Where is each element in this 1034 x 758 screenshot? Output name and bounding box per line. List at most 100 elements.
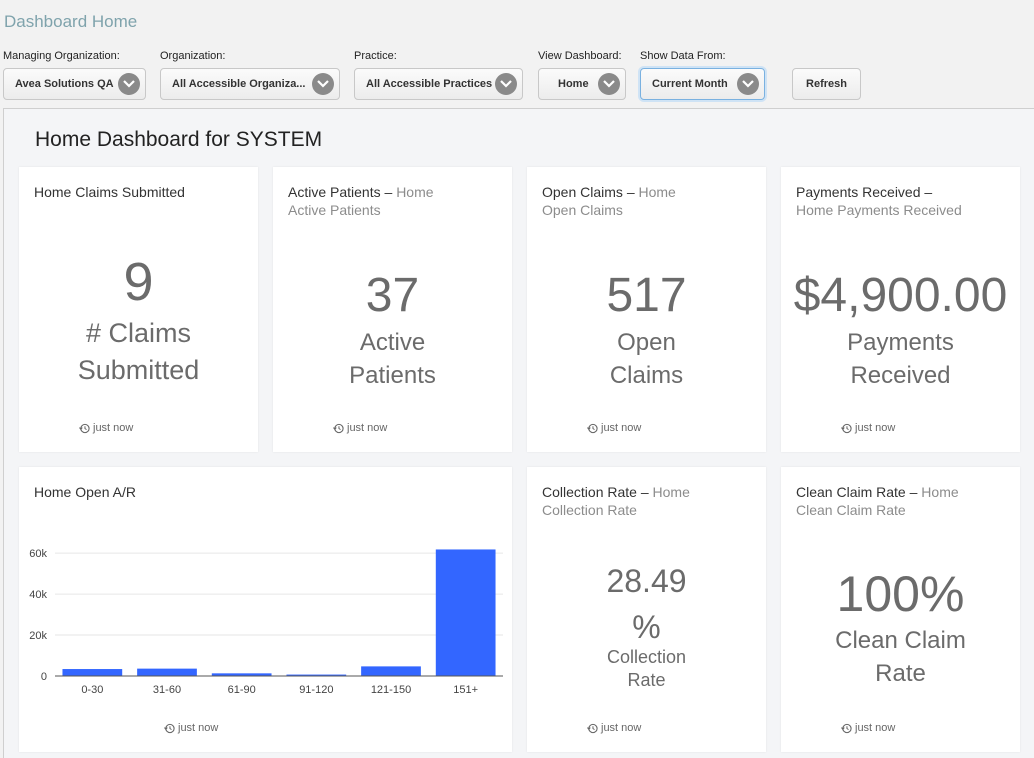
card-caption-line1: Active — [359, 329, 426, 356]
filter-view-dashboard: View Dashboard: — [538, 49, 622, 65]
dashboard-panel: Home Dashboard for SYSTEM Home Claims Su… — [3, 108, 1034, 758]
bar-151+ — [435, 549, 496, 676]
chevron-down-icon — [118, 73, 140, 95]
select-value: Current Month — [652, 78, 728, 90]
last-updated: just now — [587, 722, 641, 734]
filter-label: View Dashboard: — [538, 50, 622, 62]
history-icon — [841, 723, 852, 733]
x-tick-label: 91-120 — [299, 684, 333, 696]
y-tick-label: 40k — [29, 589, 47, 601]
card-subtitle-b: Open Claims — [542, 202, 623, 218]
card-title-separator: – — [640, 484, 649, 500]
last-updated-text: just now — [601, 722, 642, 734]
card-caption-line1: Payments — [847, 329, 954, 356]
card-caption-line1: Clean Claim — [835, 627, 966, 654]
card-subtitle-b: Home Payments Received — [796, 202, 962, 218]
dashboard-title: Home Dashboard for SYSTEM — [35, 128, 323, 151]
x-tick-label: 151+ — [453, 684, 478, 696]
card-title: Clean Claim Rate – Home Clean Claim Rate — [796, 483, 1010, 519]
x-tick-label: 121-150 — [371, 684, 411, 696]
page-title: Dashboard Home — [4, 12, 138, 31]
card-value: 100% — [836, 566, 965, 622]
card-caption-line1: Open — [617, 329, 676, 356]
last-updated: just now — [164, 722, 218, 734]
card-title: Collection Rate – Home Collection Rate — [542, 483, 756, 519]
select-value: All Accessible Organiza... — [172, 78, 306, 90]
y-tick-label: 0 — [41, 671, 47, 683]
x-tick-label: 31-60 — [153, 684, 181, 696]
filter-label: Managing Organization: — [3, 50, 120, 62]
card-title-separator: – — [626, 184, 635, 200]
card-collection-rate[interactable]: Collection Rate – Home Collection Rate 2… — [527, 467, 766, 752]
view-dashboard-select[interactable]: Home — [538, 68, 626, 100]
card-open-ar[interactable]: Home Open A/R 0 20k 40k 60k 0-30 31-60 61-90 91… — [19, 467, 512, 752]
card-caption-line2: Rate — [875, 660, 926, 687]
chevron-down-icon — [737, 73, 759, 95]
filter-label: Practice: — [354, 50, 397, 62]
history-icon — [79, 423, 90, 433]
last-updated-text: just now — [855, 722, 896, 734]
card-value: 9 — [123, 252, 154, 312]
card-clean-claim-rate[interactable]: Clean Claim Rate – Home Clean Claim Rate… — [781, 467, 1020, 752]
chevron-down-icon — [312, 73, 334, 95]
card-caption-line2: Submitted — [77, 355, 200, 385]
last-updated: just now — [841, 722, 895, 734]
refresh-button[interactable]: Refresh — [792, 68, 861, 100]
filter-label: Organization: — [160, 50, 226, 62]
last-updated-text: just now — [178, 722, 219, 734]
card-claims-submitted[interactable]: Home Claims Submitted 9 # Claims Submitt… — [19, 167, 258, 452]
last-updated-text: just now — [601, 422, 642, 434]
select-value: Home — [558, 78, 589, 90]
last-updated: just now — [587, 422, 641, 434]
history-icon — [333, 423, 344, 433]
last-updated: just now — [79, 422, 133, 434]
card-subtitle-b: Active Patients — [288, 202, 381, 218]
bar-0-30 — [62, 669, 123, 676]
select-value: All Accessible Practices — [366, 78, 493, 90]
history-icon — [841, 423, 852, 433]
card-payments-received[interactable]: Payments Received – Home Payments Receiv… — [781, 167, 1020, 452]
card-caption-line1: # Claims — [85, 318, 192, 348]
card-title-main: Collection Rate — [542, 484, 637, 500]
card-subtitle-a: Home — [921, 484, 959, 500]
last-updated-text: just now — [347, 422, 388, 434]
card-open-claims[interactable]: Open Claims – Home Open Claims 517 Open … — [527, 167, 766, 452]
card-title-main: Active Patients — [288, 184, 381, 200]
chevron-down-icon — [598, 73, 620, 95]
card-title-main: Open Claims — [542, 184, 623, 200]
card-caption-line1: Collection — [606, 647, 687, 667]
filter-organization: Organization: — [160, 49, 225, 65]
card-title-separator: – — [384, 184, 393, 200]
chevron-down-icon — [495, 73, 517, 95]
card-title-separator: – — [924, 184, 933, 200]
practice-select[interactable]: All Accessible Practices — [354, 68, 523, 100]
card-value: 37 — [365, 269, 420, 322]
card-value-line2: % — [632, 609, 661, 645]
filter-practice: Practice: — [354, 49, 397, 65]
last-updated-text: just now — [93, 422, 134, 434]
filter-managing-organization: Managing Organization: — [3, 49, 120, 65]
card-value: $4,900.00 — [793, 269, 1008, 322]
managing-organization-select[interactable]: Avea Solutions QA — [3, 68, 146, 100]
card-caption-line2: Claims — [609, 362, 684, 389]
x-tick-label: 0-30 — [81, 684, 103, 696]
bar-91-120 — [286, 674, 347, 676]
card-value-line1: 28.49 — [606, 563, 687, 599]
history-icon — [587, 423, 598, 433]
last-updated: just now — [333, 422, 387, 434]
card-active-patients[interactable]: Active Patients – Home Active Patients 3… — [273, 167, 512, 452]
bar-121-150 — [361, 666, 421, 676]
y-tick-label: 60k — [29, 548, 47, 560]
card-subtitle-b: Clean Claim Rate — [796, 502, 906, 518]
organization-select[interactable]: All Accessible Organiza... — [160, 68, 340, 100]
card-subtitle-a: Home — [396, 184, 434, 200]
card-title: Payments Received – Home Payments Receiv… — [796, 183, 1010, 219]
card-title: Active Patients – Home Active Patients — [288, 183, 502, 219]
show-data-from-select[interactable]: Current Month — [640, 68, 765, 100]
open-ar-bar-chart: 0 20k 40k 60k 0-30 31-60 61-90 91-120 121-150 151… — [29, 548, 503, 696]
card-title-main: Clean Claim Rate — [796, 484, 906, 500]
card-caption-line2: Rate — [627, 670, 666, 690]
last-updated-text: just now — [855, 422, 896, 434]
bar-61-90 — [211, 673, 272, 676]
card-subtitle-a: Home — [638, 184, 676, 200]
